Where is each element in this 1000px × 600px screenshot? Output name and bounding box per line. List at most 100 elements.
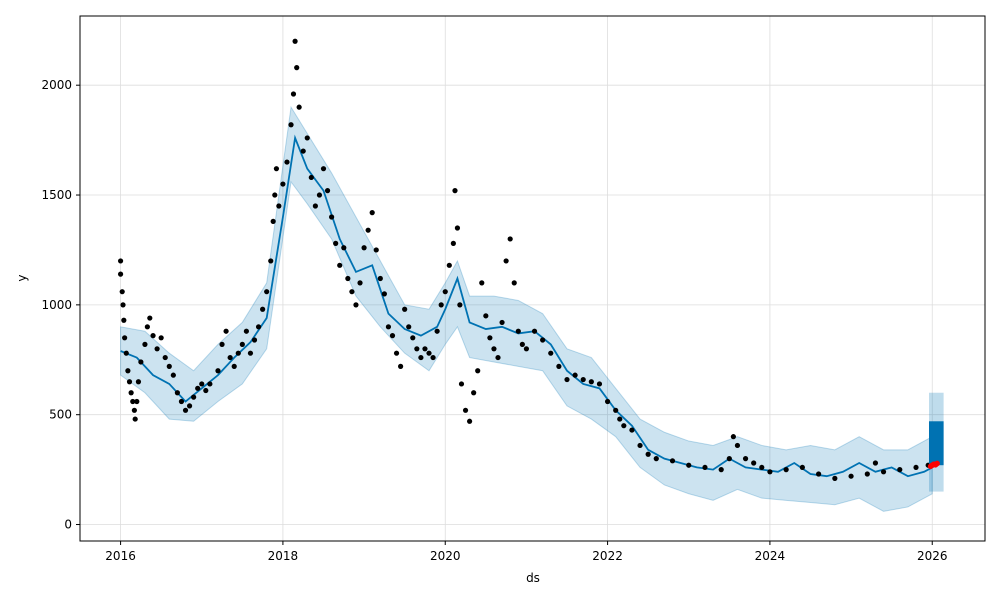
observed-point: [130, 398, 136, 405]
observed-point: [268, 258, 274, 264]
x-tick-label: 2026: [917, 549, 948, 563]
observed-point: [580, 376, 586, 383]
observed-point: [613, 407, 619, 413]
observed-point: [564, 376, 570, 383]
observed-point: [783, 467, 789, 473]
observed-point: [398, 363, 404, 369]
observed-point: [280, 181, 286, 187]
x-tick-label: 2024: [755, 549, 786, 563]
observed-point: [430, 354, 436, 361]
observed-point: [515, 328, 521, 334]
observed-point: [195, 385, 201, 391]
observed-point: [767, 469, 773, 475]
observed-point: [596, 381, 603, 387]
observed-point: [702, 464, 708, 471]
x-tick-label: 2016: [105, 549, 136, 563]
observed-point: [572, 372, 578, 378]
observed-point: [483, 313, 489, 319]
observed-point: [742, 456, 749, 462]
observed-point: [178, 398, 185, 405]
observed-point: [848, 473, 854, 479]
observed-point: [341, 245, 347, 251]
observed-point: [588, 379, 594, 385]
observed-point: [284, 159, 290, 165]
observed-point: [645, 451, 651, 457]
observed-point: [170, 372, 176, 378]
observed-point: [276, 203, 282, 209]
observed-point: [880, 469, 887, 475]
observed-point: [243, 328, 249, 334]
y-tick-label: 0: [64, 518, 72, 532]
observed-point: [471, 390, 477, 396]
observed-point: [174, 390, 180, 396]
observed-point: [119, 289, 125, 295]
observed-point: [239, 341, 245, 347]
observed-point: [166, 363, 172, 369]
observed-point: [629, 427, 635, 433]
observed-point: [132, 416, 138, 422]
observed-point: [158, 335, 164, 341]
y-axis-label: y: [15, 274, 29, 281]
observed-point: [292, 38, 298, 44]
observed-point: [264, 289, 270, 295]
observed-point: [726, 456, 732, 462]
observed-point: [126, 379, 133, 385]
observed-point: [531, 328, 538, 334]
observed-point: [377, 275, 383, 282]
observed-point: [426, 350, 432, 356]
observed-point: [458, 381, 465, 387]
observed-point: [219, 341, 225, 347]
observed-point: [296, 104, 302, 110]
observed-point: [345, 275, 351, 282]
observed-point: [381, 291, 387, 297]
observed-point: [128, 390, 134, 396]
observed-point: [288, 122, 294, 128]
axes-frame: [79, 15, 986, 542]
observed-point: [491, 346, 497, 352]
observed-point: [454, 225, 461, 231]
observed-point: [450, 240, 456, 246]
observed-point: [235, 350, 241, 356]
observed-point: [457, 302, 463, 308]
observed-point: [357, 280, 363, 286]
y-tick-label: 1500: [41, 188, 72, 202]
observed-point: [134, 398, 140, 405]
observed-point: [255, 324, 262, 330]
highlight-point: [934, 460, 940, 467]
observed-point: [734, 442, 741, 449]
observed-point: [135, 379, 142, 385]
observed-point: [260, 306, 266, 312]
observed-points: [117, 38, 931, 481]
observed-point: [333, 240, 339, 246]
observed-point: [290, 91, 297, 97]
observed-point: [479, 280, 485, 286]
observed-point: [503, 258, 509, 264]
observed-point: [207, 381, 213, 387]
observed-point: [182, 407, 189, 413]
y-tick-label: 1000: [41, 298, 72, 312]
forecast-cluster-core: [928, 421, 944, 466]
observed-point: [131, 407, 137, 413]
observed-point: [125, 368, 131, 374]
observed-point: [138, 359, 144, 365]
observed-point: [191, 394, 197, 400]
observed-point: [452, 188, 458, 194]
grid-lines: [80, 16, 985, 541]
y-axis: 0 500 1000 1500 2000: [41, 78, 80, 532]
observed-point: [495, 354, 501, 361]
observed-point: [442, 289, 448, 295]
observed-point: [122, 335, 128, 341]
observed-point: [686, 462, 692, 468]
observed-point: [272, 192, 278, 198]
observed-point: [231, 363, 237, 369]
observed-point: [142, 341, 148, 347]
highlight-points: [927, 460, 940, 470]
observed-point: [117, 258, 124, 264]
observed-point: [913, 464, 919, 471]
observed-point: [365, 227, 371, 233]
observed-point: [324, 188, 331, 194]
observed-point: [872, 460, 879, 466]
x-tick-label: 2020: [430, 549, 461, 563]
y-tick-label: 2000: [41, 78, 72, 92]
observed-point: [864, 471, 870, 477]
